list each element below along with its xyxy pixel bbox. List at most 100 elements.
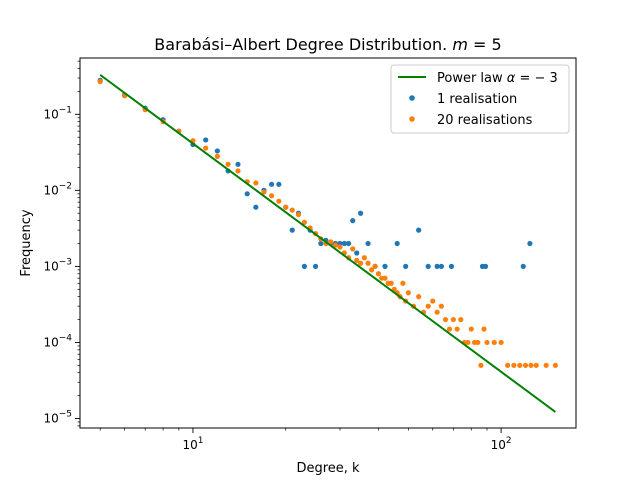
series-2-point [430,298,436,304]
series-2-point [361,255,367,261]
series-2-point [261,189,267,195]
series-1-point [346,240,352,247]
legend-series-2-label: 20 realisations [437,113,533,128]
y-tick-label: 10−2 [43,181,72,197]
legend: Power law α = − 3 1 realisation 20 reali… [390,64,570,134]
series-2-point [450,316,456,323]
series-2-point [214,153,220,159]
chart-title: Barabási–Albert Degree Distribution. m =… [154,35,501,54]
series-1-point [301,263,308,269]
series-1-point [425,263,431,269]
series-2-point [522,362,529,368]
series-1-point [312,263,319,269]
series-1-point [382,263,388,269]
x-tick-label: 102 [491,436,512,452]
series-2-point [533,362,539,368]
series-2-point [468,326,474,332]
series-2-point [97,78,103,85]
series-2-point [446,326,453,332]
series-1-point [527,240,533,247]
x-axis-label: Degree, k [296,461,360,476]
y-tick-label: 10−4 [43,333,72,349]
series-1-point [520,263,526,269]
series-2-point [235,168,241,174]
series-2-point [434,309,440,315]
series-1-point [438,263,444,269]
chart-marks [97,74,558,413]
series-1-point [235,161,241,167]
series-2-point [369,267,375,273]
series-1-point [434,263,440,269]
series-1-point [403,263,409,269]
series-2-point [328,239,334,245]
series-2-point [475,339,481,346]
series-2-point [354,257,360,263]
series-2-point [454,326,460,332]
series-2-point [528,362,534,368]
series-2-point [301,219,308,225]
legend-series-2-swatch [409,116,415,122]
plot-frame [79,57,577,429]
x-axis: 101 102 [99,428,512,452]
series-2-point [505,362,511,368]
y-tick-label: 10−1 [43,105,72,121]
series-2-point [425,303,431,309]
legend-fit-line-label: Power law α = − 3 [437,71,558,86]
series-2-point [332,242,339,248]
series-1-point [341,240,347,247]
series-2-point [253,180,259,186]
series-1-point [394,240,400,247]
legend-series-1-label: 1 realisation [437,92,517,107]
power-law-fit-line [99,74,556,413]
series-2-point [517,362,523,368]
series-2-point [543,362,549,368]
series-2-point [491,339,497,346]
series-2-point [337,244,343,250]
series-2-point [405,290,411,296]
series-1-point [244,191,250,197]
x-tick-label: 101 [182,436,203,452]
y-axis-label: Frequency [19,209,34,276]
series-1-point [365,240,371,247]
series-1-point [318,240,324,247]
series-2-point [552,362,558,368]
series-1-point [354,250,360,256]
y-axis: 10−1 10−2 10−3 10−4 10−5 [43,60,80,427]
series-2-point [416,294,422,300]
series-2-point [372,263,378,269]
series-2-point [400,280,406,286]
series-2-point [276,198,282,204]
series-2-point [283,204,289,210]
series-1-point [214,148,220,154]
series-2-point [289,207,295,213]
series-1-point [269,181,275,187]
legend-series-1-swatch [409,95,415,101]
series-2-point [458,316,464,323]
series-2-point [465,339,471,346]
series-1-point [276,181,282,187]
series-2-point [269,193,275,199]
series-1-point [482,263,489,269]
y-tick-label: 10−3 [43,257,72,273]
series-2-point [484,339,490,346]
series-2-point [511,362,517,368]
legend-box [390,64,570,134]
series-2-point [350,246,356,252]
series-1-point [289,227,295,233]
series-1-point [448,263,455,269]
series-2-point [481,326,487,332]
series-1-point [253,204,259,210]
series-1-point [416,227,422,233]
y-tick-label: 10−5 [43,409,72,425]
series-2-point [295,211,302,218]
series-2-point [438,303,444,309]
series-2-point [498,339,504,346]
series-2-point [442,316,449,323]
series-1-point [203,137,209,143]
series-1-point [358,210,364,216]
series-2-point [203,145,209,151]
series-2-point [388,280,394,286]
series-2-point [375,271,382,277]
series-1-point [350,218,356,224]
